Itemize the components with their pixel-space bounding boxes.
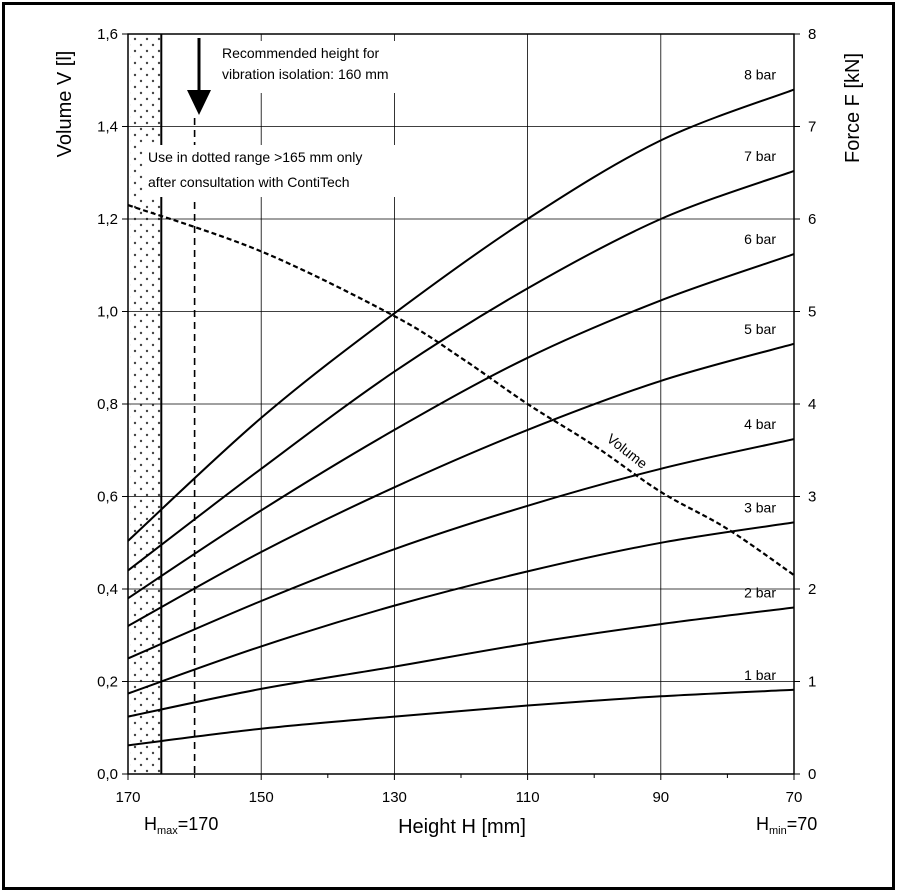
recommended-note-line-1: Recommended height for bbox=[222, 45, 380, 61]
y-left-tick-label: 0,0 bbox=[97, 766, 118, 783]
force-curve bbox=[128, 688, 794, 747]
y-left-tick-label: 0,2 bbox=[97, 674, 118, 691]
y-right-tick-label: 2 bbox=[808, 581, 816, 598]
force-curve bbox=[128, 521, 794, 695]
dotted-note-line-2: after consultation with ContiTech bbox=[148, 174, 350, 190]
h-max-prefix: H bbox=[144, 814, 157, 834]
h-min-label: Hmin=70 bbox=[756, 814, 817, 837]
dotted-note-line-1: Use in dotted range >165 mm only bbox=[148, 149, 362, 165]
recommended-note-line-2: vibration isolation: 160 mm bbox=[222, 66, 389, 82]
x-tick-label: 150 bbox=[249, 789, 274, 806]
force-curve bbox=[128, 606, 794, 718]
y-left-axis-title: Volume V [l] bbox=[54, 51, 76, 158]
recommended-note-bg bbox=[217, 41, 467, 93]
y-right-tick-label: 5 bbox=[808, 304, 816, 321]
y-right-tick-label: 8 bbox=[808, 26, 816, 43]
y-right-tick-label: 0 bbox=[808, 766, 816, 783]
y-right-tick-label: 7 bbox=[808, 119, 816, 136]
axis-ticks bbox=[122, 33, 800, 780]
text-labels: 170 150 130 110 90 700,00,20,40,60,81,01,21,4… bbox=[97, 26, 816, 806]
y-right-tick-label: 4 bbox=[808, 396, 816, 413]
force-curve-label: 2 bar bbox=[744, 585, 776, 601]
force-curve bbox=[128, 253, 794, 600]
force-curve-label: 7 bar bbox=[744, 148, 776, 164]
force-curve bbox=[128, 438, 794, 660]
h-max-suffix: =170 bbox=[178, 814, 219, 834]
y-left-tick-label: 0,6 bbox=[97, 489, 118, 506]
y-right-axis-title: Force F [kN] bbox=[842, 53, 864, 163]
y-left-tick-label: 1,6 bbox=[97, 26, 118, 43]
force-curve bbox=[128, 342, 794, 627]
force-curve-label: 4 bar bbox=[744, 416, 776, 432]
y-left-tick-label: 1,0 bbox=[97, 304, 118, 321]
x-tick-label: 90 bbox=[652, 789, 669, 806]
x-tick-label: 110 bbox=[516, 789, 540, 806]
x-tick-label: 170 bbox=[115, 789, 140, 806]
x-axis-title: Height H [mm] bbox=[398, 816, 526, 838]
h-min-suffix: =70 bbox=[787, 814, 818, 834]
force-curve-label: 5 bar bbox=[744, 321, 776, 337]
h-max-sub: max bbox=[157, 825, 178, 837]
y-right-tick-label: 6 bbox=[808, 211, 816, 228]
y-left-tick-label: 1,4 bbox=[97, 119, 118, 136]
recommended-arrow-head bbox=[187, 90, 211, 115]
force-curve bbox=[128, 169, 794, 572]
force-curve-label: 6 bar bbox=[744, 231, 776, 247]
volume-curve-label: Volume bbox=[604, 430, 651, 471]
x-tick-label: 130 bbox=[382, 789, 407, 806]
dotted-note-bg bbox=[143, 145, 453, 197]
y-left-tick-label: 0,4 bbox=[97, 581, 118, 598]
x-tick-label: 70 bbox=[786, 789, 803, 806]
y-left-tick-label: 1,2 bbox=[97, 211, 118, 228]
y-left-tick-label: 0,8 bbox=[97, 396, 118, 413]
y-right-tick-label: 1 bbox=[808, 674, 816, 691]
h-min-prefix: H bbox=[756, 814, 769, 834]
force-curve bbox=[128, 88, 794, 542]
h-min-sub: min bbox=[769, 825, 787, 837]
force-curve-label: 3 bar bbox=[744, 499, 776, 515]
y-right-tick-label: 3 bbox=[808, 489, 816, 506]
force-curve-label: 1 bar bbox=[744, 667, 776, 683]
force-curve-label: 8 bar bbox=[744, 67, 776, 83]
series-group bbox=[128, 88, 794, 747]
h-max-label: Hmax=170 bbox=[144, 814, 218, 837]
volume-curve bbox=[128, 204, 794, 577]
